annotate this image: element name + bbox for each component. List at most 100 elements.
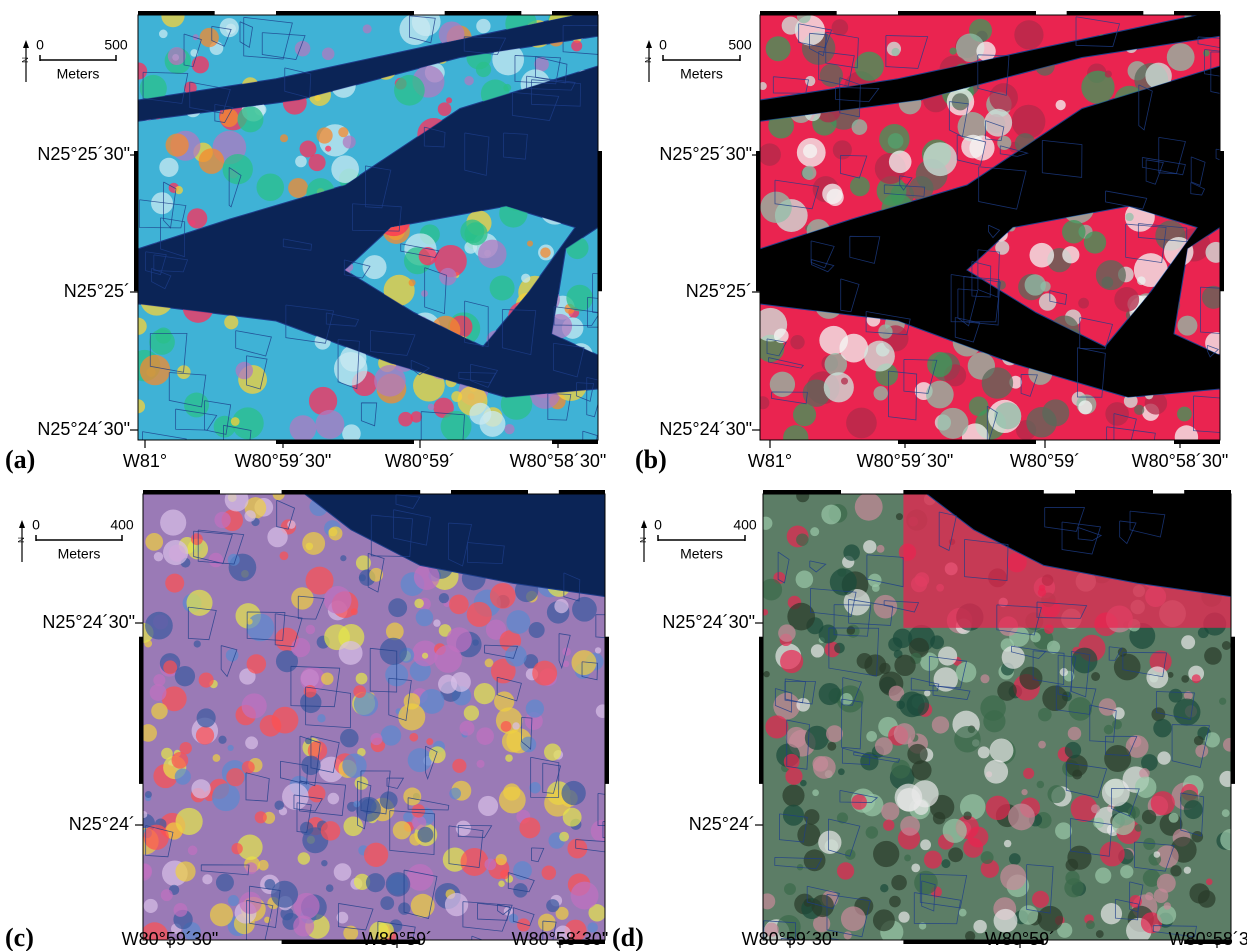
texture [980,851,994,865]
segment-boundary [276,499,296,530]
north-arrow-head [641,520,647,528]
texture [968,396,989,417]
texture [1104,745,1132,773]
segment-boundary [220,645,238,678]
texture [379,637,407,666]
texture [1204,647,1222,665]
texture [1134,404,1145,415]
texture [989,738,1014,763]
segment-boundary [784,681,816,705]
segment-boundary [1125,223,1167,264]
panel-label: (c) [5,923,34,951]
segment-boundary [189,81,231,114]
texture [840,906,866,932]
texture [305,624,316,635]
texture [760,82,767,91]
texture [1134,776,1157,798]
segment-boundary [1171,724,1210,768]
texture [1021,788,1028,796]
texture [923,142,958,177]
segment-boundary [337,339,360,390]
texture [179,741,192,755]
texture [1083,231,1107,254]
segment-boundary [325,312,360,327]
texture [484,658,494,668]
texture [1061,219,1086,244]
texture [1174,425,1199,440]
latitude-label: N25°25´30" [37,144,130,164]
texture [174,666,196,687]
segment-boundary [151,268,172,290]
texture [957,111,988,142]
segment-boundary [296,802,312,833]
texture [1133,253,1168,288]
texture [198,148,225,174]
texture [1156,873,1176,893]
segment-boundary [360,402,378,427]
segment-boundary [1155,691,1195,721]
texture [837,768,845,776]
texture [399,15,431,46]
panel-label: (d) [612,923,644,951]
texture [803,898,813,907]
segment-boundary [145,825,174,858]
texture [523,654,539,669]
segment-boundary [826,893,871,938]
texture [1157,751,1171,765]
scale-unit: Meters [680,546,723,562]
texture [1141,809,1157,825]
texture [760,191,792,223]
segment-boundary [1075,16,1121,47]
frame-bar [898,11,1036,15]
texture [1024,274,1046,296]
texture [873,594,898,619]
texture [271,880,299,908]
segment-boundary [883,184,926,197]
frame-bar [605,636,609,784]
segment-boundary [448,825,484,868]
texture [295,155,307,168]
texture [760,396,770,410]
texture [362,255,387,280]
segment-boundary [464,300,489,348]
texture [333,352,368,386]
texture [865,826,879,839]
texture [213,415,236,438]
texture [803,809,820,825]
texture [244,510,256,522]
latitude-label: N25°24´30" [42,612,135,632]
segment-boundary [484,644,519,659]
texture [175,861,196,882]
texture [158,29,168,39]
texture [365,873,386,893]
texture [796,138,826,167]
texture [143,898,158,913]
texture [379,791,398,810]
texture [438,593,450,604]
segment-boundary [985,120,1005,142]
texture [963,811,972,820]
texture [161,686,187,712]
scale-end: 500 [104,37,128,53]
texture [437,102,452,116]
latitude-label: N25°24´30" [37,419,130,439]
texture [773,692,801,720]
texture [879,662,891,675]
segment-boundary [211,25,232,47]
texture [408,279,416,287]
texture [449,594,469,615]
texture [1071,647,1098,674]
segment-boundary [280,760,309,785]
segment-boundary [1197,36,1220,49]
segment-boundary [477,902,510,921]
frame-bar [552,440,598,444]
texture [796,494,810,503]
segment-boundary [1044,507,1086,532]
segment-boundary [774,856,823,870]
texture [355,555,371,571]
texture [784,883,796,896]
texture [763,516,773,530]
texture [500,869,510,880]
segment-boundary [848,598,894,626]
segment-boundary [246,355,268,390]
